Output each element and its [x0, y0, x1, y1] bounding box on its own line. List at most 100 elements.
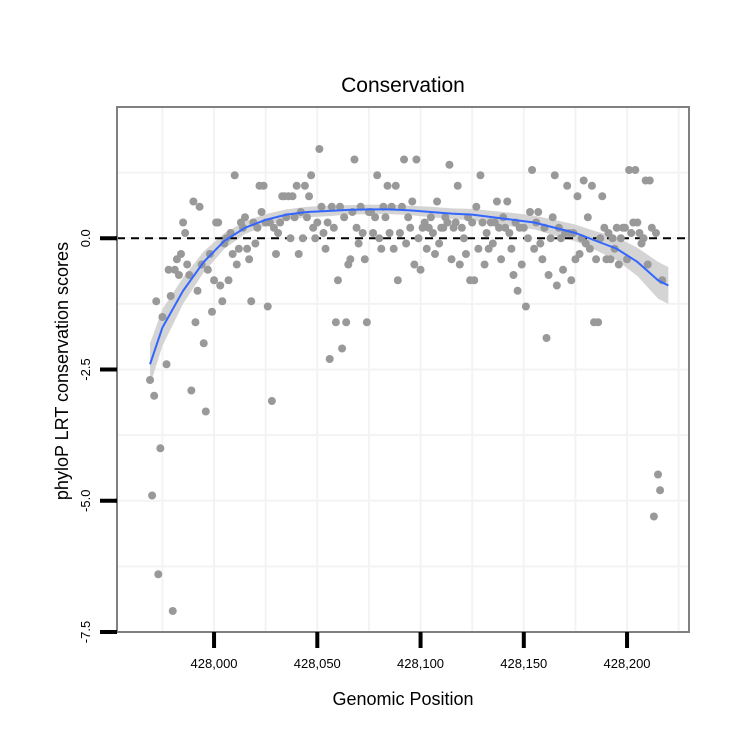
data-point	[606, 255, 615, 264]
data-point	[536, 239, 545, 248]
data-point	[505, 229, 514, 237]
data-point	[259, 181, 268, 190]
data-point	[319, 229, 328, 237]
data-point	[201, 407, 210, 416]
data-point	[521, 302, 530, 311]
data-point	[276, 218, 285, 227]
data-point	[168, 607, 177, 615]
data-point	[579, 176, 588, 185]
data-point	[346, 255, 355, 264]
data-point	[598, 192, 607, 201]
smooth-line-layer	[149, 208, 669, 365]
data-point	[495, 223, 504, 232]
data-point	[298, 234, 307, 243]
data-point	[234, 244, 243, 253]
data-point	[563, 181, 572, 190]
data-point	[177, 250, 186, 258]
data-point	[428, 229, 437, 237]
data-point	[288, 192, 297, 201]
data-point	[251, 239, 260, 248]
data-point	[573, 192, 582, 201]
data-point	[342, 318, 351, 327]
data-point	[311, 234, 320, 243]
data-point	[614, 260, 623, 269]
data-point	[377, 244, 386, 253]
data-point	[189, 197, 198, 206]
data-point	[517, 260, 526, 269]
x-tick-label: 428,000	[191, 656, 238, 671]
data-point	[185, 271, 194, 279]
data-point	[305, 192, 314, 201]
data-point	[350, 155, 359, 164]
data-point	[451, 218, 460, 227]
data-point	[203, 265, 212, 274]
data-point	[354, 239, 363, 248]
data-point	[596, 234, 605, 243]
data-point	[627, 229, 636, 237]
x-tick-label: 428,200	[604, 656, 651, 671]
data-point	[507, 244, 516, 253]
data-point	[457, 223, 466, 232]
data-point	[656, 486, 665, 495]
data-point	[183, 260, 192, 269]
data-point	[360, 255, 369, 264]
data-point	[645, 176, 654, 185]
data-point	[193, 286, 202, 295]
data-point	[538, 255, 547, 264]
data-point	[633, 218, 642, 227]
data-point	[329, 223, 338, 232]
data-point	[482, 229, 491, 237]
data-point	[154, 570, 163, 579]
data-point	[416, 265, 425, 274]
data-point	[216, 281, 225, 290]
data-point	[166, 292, 175, 300]
chart-title: Conservation	[341, 74, 465, 97]
data-point	[307, 171, 316, 180]
data-point	[488, 239, 497, 248]
data-point	[639, 234, 648, 243]
data-point	[414, 234, 423, 243]
data-point	[371, 213, 380, 222]
data-point	[575, 250, 584, 258]
data-point	[422, 244, 431, 253]
data-point	[325, 355, 334, 363]
data-point	[492, 197, 501, 206]
data-point	[435, 239, 444, 248]
y-tick-label: -7.5	[78, 621, 93, 643]
grid	[117, 106, 689, 633]
data-point	[358, 229, 367, 237]
data-point	[263, 302, 272, 311]
data-point	[241, 213, 250, 222]
data-point	[150, 391, 159, 400]
data-point	[594, 318, 603, 327]
data-point	[406, 223, 415, 232]
data-point	[179, 218, 188, 227]
data-point	[587, 181, 596, 190]
data-point	[338, 344, 347, 353]
data-point	[158, 313, 167, 321]
data-point	[156, 444, 165, 453]
data-point	[523, 234, 532, 243]
data-point	[433, 197, 442, 206]
data-point	[286, 234, 295, 243]
data-point	[445, 160, 454, 169]
data-point	[257, 208, 266, 216]
data-point	[478, 218, 487, 227]
x-tick-label: 428,150	[500, 656, 547, 671]
data-point	[331, 318, 340, 327]
data-point	[612, 223, 621, 232]
data-point	[530, 244, 539, 253]
data-point	[412, 155, 421, 164]
data-point	[146, 376, 155, 384]
data-point	[300, 181, 309, 190]
data-point	[583, 213, 592, 222]
data-point	[395, 229, 404, 237]
data-point	[528, 166, 537, 174]
data-point	[534, 208, 543, 216]
data-point	[247, 297, 256, 306]
data-point	[230, 171, 239, 180]
data-point	[292, 181, 301, 190]
data-point	[152, 297, 161, 306]
data-point	[625, 166, 634, 174]
x-axis-title: Genomic Position	[332, 689, 473, 709]
